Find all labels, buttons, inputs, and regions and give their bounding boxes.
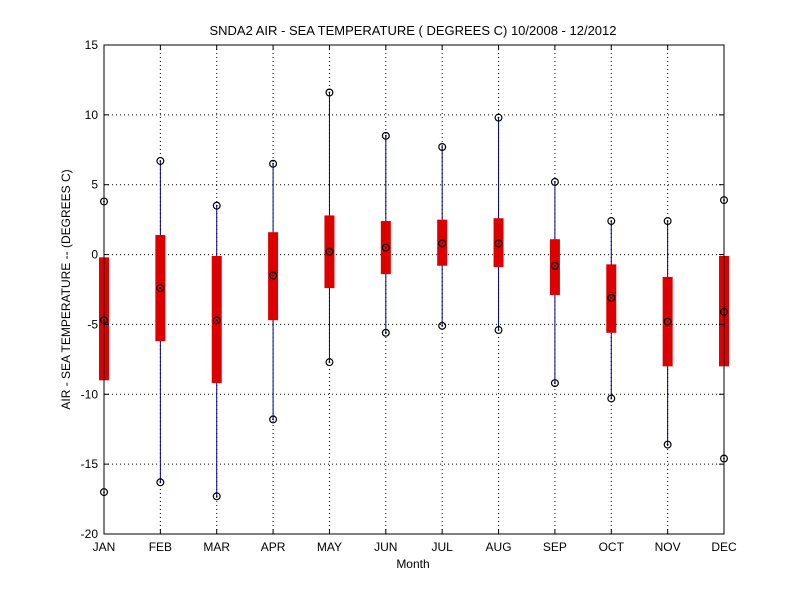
- min-marker: [325, 358, 334, 367]
- max-marker-dot: [610, 220, 613, 222]
- x-tick-label: OCT: [599, 540, 625, 554]
- max-marker-dot: [159, 160, 162, 162]
- x-tick-label: DEC: [711, 540, 737, 554]
- x-tick-label: FEB: [149, 540, 172, 554]
- x-tick-label: JAN: [93, 540, 116, 554]
- median-marker: [494, 239, 503, 248]
- max-marker: [212, 201, 221, 210]
- max-marker: [663, 217, 672, 226]
- y-tick-label: -20: [81, 527, 99, 541]
- min-marker-dot: [497, 329, 500, 331]
- min-marker-dot: [215, 495, 218, 498]
- max-marker: [494, 113, 503, 122]
- min-marker: [381, 328, 390, 337]
- x-tick-label: JUN: [374, 540, 397, 554]
- x-tick-label: MAY: [317, 540, 342, 554]
- median-marker: [269, 271, 278, 280]
- median-marker: [325, 247, 334, 256]
- y-tick-label: -5: [87, 317, 98, 331]
- min-marker: [550, 379, 559, 388]
- median-marker: [212, 316, 221, 325]
- min-marker: [438, 321, 447, 330]
- y-tick-label: 5: [91, 178, 98, 192]
- min-marker-dot: [159, 481, 162, 484]
- min-marker-dot: [666, 443, 669, 446]
- max-marker-dot: [328, 91, 331, 94]
- axis-ticks: -20 -15 -10 -5 0 5 10 15 JAN FEB MAR APR MAY JUN JUL AU…: [81, 38, 737, 554]
- y-tick-label: 10: [85, 108, 99, 122]
- y-tick-label: 0: [91, 248, 98, 262]
- median-marker-dot: [272, 274, 274, 277]
- plot-area: [104, 45, 724, 534]
- max-marker: [269, 159, 278, 168]
- median-marker-dot: [328, 250, 331, 253]
- median-marker-dot: [610, 296, 613, 299]
- min-marker: [212, 492, 221, 501]
- max-marker-dot: [384, 134, 387, 137]
- x-tick-label: SEP: [543, 540, 567, 554]
- x-tick-label: JUL: [432, 540, 454, 554]
- max-marker-dot: [666, 220, 669, 222]
- median-marker-dot: [159, 287, 162, 290]
- x-tick-label: MAR: [203, 540, 230, 554]
- max-marker-dot: [497, 116, 500, 119]
- min-marker-dot: [384, 331, 387, 334]
- max-marker: [550, 177, 559, 186]
- y-tick-label: 15: [85, 38, 99, 52]
- min-marker-dot: [441, 324, 444, 327]
- min-marker: [607, 394, 616, 403]
- y-tick-label: -10: [81, 387, 99, 401]
- median-marker-dot: [666, 320, 669, 323]
- y-tick-label: -15: [81, 457, 99, 471]
- max-marker: [156, 156, 165, 165]
- max-marker: [325, 88, 334, 97]
- median-marker: [156, 284, 165, 293]
- median-marker: [663, 317, 672, 326]
- min-marker-dot: [272, 418, 274, 421]
- min-marker-dot: [554, 382, 556, 385]
- box-iqr: [549, 239, 560, 296]
- x-tick-label: APR: [261, 540, 286, 554]
- min-marker-dot: [328, 361, 331, 364]
- min-marker-dot: [610, 397, 613, 400]
- y-axis-label: AIR - SEA TEMPERATURE -- (DEGREES C): [59, 169, 73, 409]
- median-marker: [550, 261, 559, 270]
- x-tick-label: NOV: [655, 540, 681, 554]
- min-marker: [494, 326, 503, 335]
- median-marker-dot: [441, 242, 444, 245]
- median-marker-dot: [554, 264, 556, 267]
- min-marker: [663, 440, 672, 449]
- max-marker-dot: [272, 162, 274, 165]
- x-axis-label: Month: [396, 557, 429, 571]
- max-marker-dot: [215, 204, 218, 207]
- plot-frame: [103, 44, 725, 535]
- min-marker: [156, 478, 165, 487]
- max-marker: [438, 142, 447, 151]
- median-marker-dot: [497, 242, 500, 245]
- max-marker: [607, 217, 616, 226]
- median-marker: [381, 243, 390, 252]
- median-marker: [607, 293, 616, 302]
- median-marker-dot: [215, 319, 218, 322]
- max-marker: [381, 131, 390, 140]
- median-marker: [438, 239, 447, 248]
- min-marker: [269, 415, 278, 424]
- max-marker-dot: [441, 146, 444, 148]
- chart-title: SNDA2 AIR - SEA TEMPERATURE ( DEGREES C)…: [209, 23, 616, 38]
- median-marker-dot: [384, 246, 387, 249]
- max-marker-dot: [554, 181, 556, 183]
- x-tick-label: AUG: [486, 540, 512, 554]
